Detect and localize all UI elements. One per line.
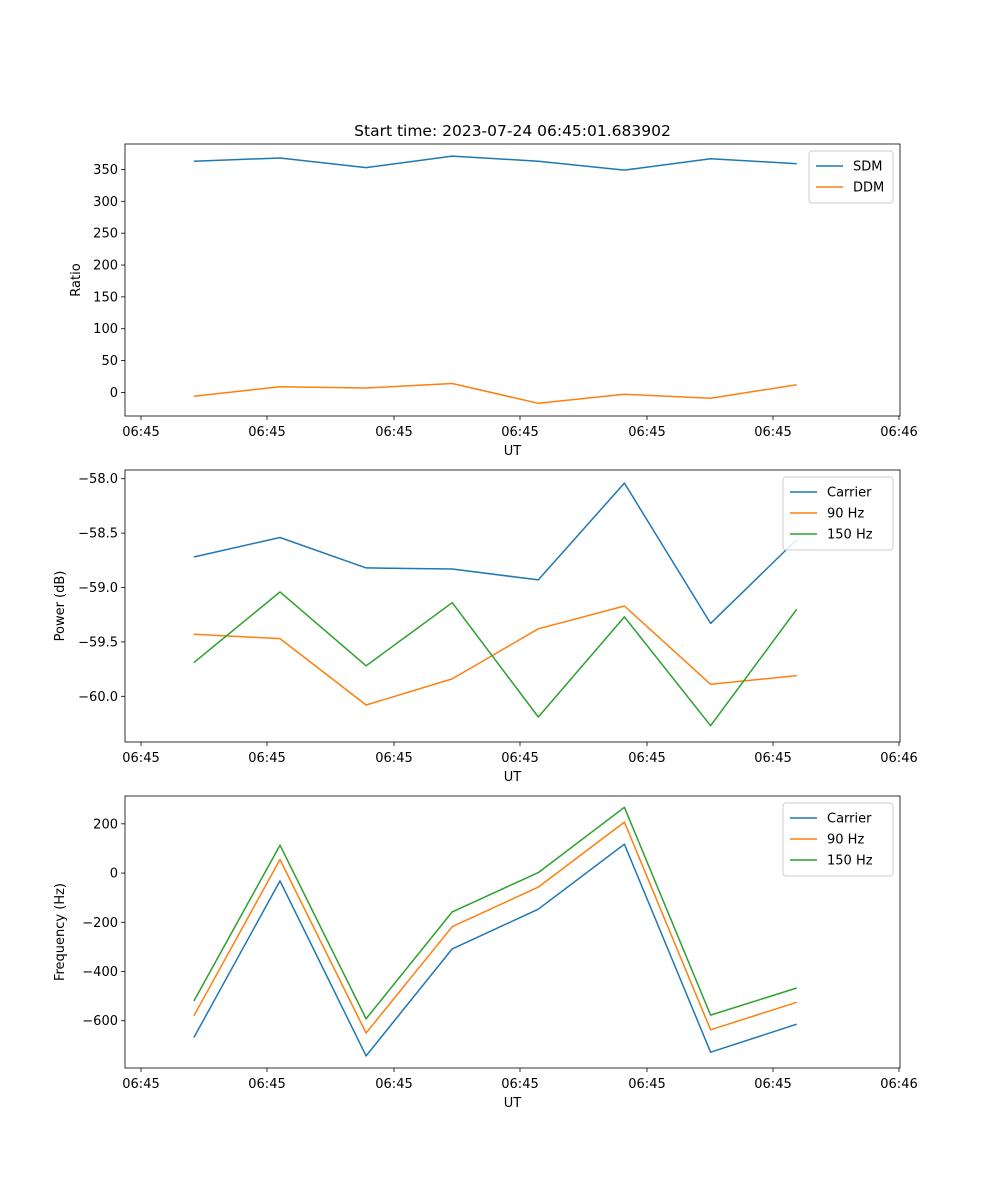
x-tick-label: 06:45	[754, 1077, 791, 1092]
x-tick-label: 06:45	[754, 425, 791, 440]
y-tick-label: 250	[93, 227, 118, 242]
y-tick-label: 0	[110, 867, 118, 882]
series-line-carrier	[193, 843, 797, 1057]
axes-frame	[124, 143, 901, 417]
x-tick-label: 06:45	[122, 425, 159, 440]
y-axis-label: Power (dB)	[53, 571, 68, 642]
subplot-frequency: 06:45 06:45 06:45 06:45 06:45 06:45 06:46 −600 −…	[53, 795, 918, 1111]
x-tick-label: 06:45	[628, 751, 665, 766]
x-tick-label: 06:46	[880, 425, 917, 440]
x-tick-label: 06:45	[248, 751, 285, 766]
y-tick-label: 50	[101, 354, 118, 369]
y-tick-label: 100	[93, 322, 118, 337]
series-line-90-hz	[193, 821, 797, 1034]
legend: SDM DDM	[808, 150, 894, 204]
series-line-150-hz	[193, 806, 797, 1020]
legend-box	[782, 476, 894, 551]
x-tick-label: 06:45	[248, 1077, 285, 1092]
legend-label: DDM	[853, 181, 884, 196]
y-tick-label: 200	[93, 259, 118, 274]
x-tick-label: 06:46	[880, 751, 917, 766]
y-tick-label: 150	[93, 290, 118, 305]
legend-label: 150 Hz	[827, 528, 873, 543]
series-line-150-hz	[193, 591, 798, 727]
y-axis-label: Ratio	[69, 263, 84, 296]
x-axis-label: UT	[504, 770, 522, 785]
y-tick-label: −600	[82, 1014, 118, 1029]
subplot-power: 06:45 06:45 06:45 06:45 06:45 06:45 06:46 −60.0…	[53, 469, 918, 785]
y-tick-label: 300	[93, 195, 118, 210]
legend-label: Carrier	[827, 486, 872, 501]
y-tick-label: −200	[82, 916, 118, 931]
series-line-ddm	[193, 382, 797, 405]
x-axis-label: UT	[504, 444, 522, 459]
y-tick-label: −58.0	[78, 472, 118, 487]
x-tick-label: 06:46	[880, 1077, 917, 1092]
legend: Carrier 90 Hz 150 Hz	[782, 476, 894, 551]
axes-frame	[124, 795, 901, 1069]
subplot-ratio: 06:45 06:45 06:45 06:45 06:45 06:45 06:46 0 50 10…	[69, 122, 918, 459]
x-tick-label: 06:45	[628, 425, 665, 440]
legend-label: 90 Hz	[827, 833, 864, 848]
x-axis-label: UT	[504, 1096, 522, 1111]
y-tick-label: 200	[93, 817, 118, 832]
y-tick-label: 0	[110, 386, 118, 401]
x-tick-label: 06:45	[122, 1077, 159, 1092]
y-tick-label: 350	[93, 163, 118, 178]
legend-label: SDM	[853, 160, 882, 175]
x-tick-label: 06:45	[501, 425, 538, 440]
series-line-90-hz	[193, 605, 797, 706]
x-tick-label: 06:45	[248, 425, 285, 440]
axes-frame	[124, 469, 901, 743]
x-tick-label: 06:45	[501, 751, 538, 766]
x-tick-label: 06:45	[122, 751, 159, 766]
legend-label: Carrier	[827, 812, 872, 827]
x-tick-label: 06:45	[375, 1077, 412, 1092]
y-tick-label: −59.5	[78, 635, 118, 650]
series-line-carrier	[193, 482, 798, 625]
legend-label: 150 Hz	[827, 854, 873, 869]
x-tick-label: 06:45	[628, 1077, 665, 1092]
x-tick-label: 06:45	[754, 751, 791, 766]
y-tick-label: −60.0	[78, 690, 118, 705]
chart-title: Start time: 2023-07-24 06:45:01.683902	[354, 122, 671, 140]
x-tick-label: 06:45	[501, 1077, 538, 1092]
y-tick-label: −58.5	[78, 527, 118, 542]
legend-label: 90 Hz	[827, 507, 864, 522]
x-tick-label: 06:45	[375, 425, 412, 440]
legend: Carrier 90 Hz 150 Hz	[782, 802, 894, 877]
y-tick-label: −400	[82, 965, 118, 980]
legend-box	[782, 802, 894, 877]
series-line-sdm	[193, 155, 797, 171]
x-tick-label: 06:45	[375, 751, 412, 766]
y-tick-label: −59.0	[78, 581, 118, 596]
y-axis-label: Frequency (Hz)	[53, 883, 68, 981]
legend-box	[808, 150, 894, 204]
